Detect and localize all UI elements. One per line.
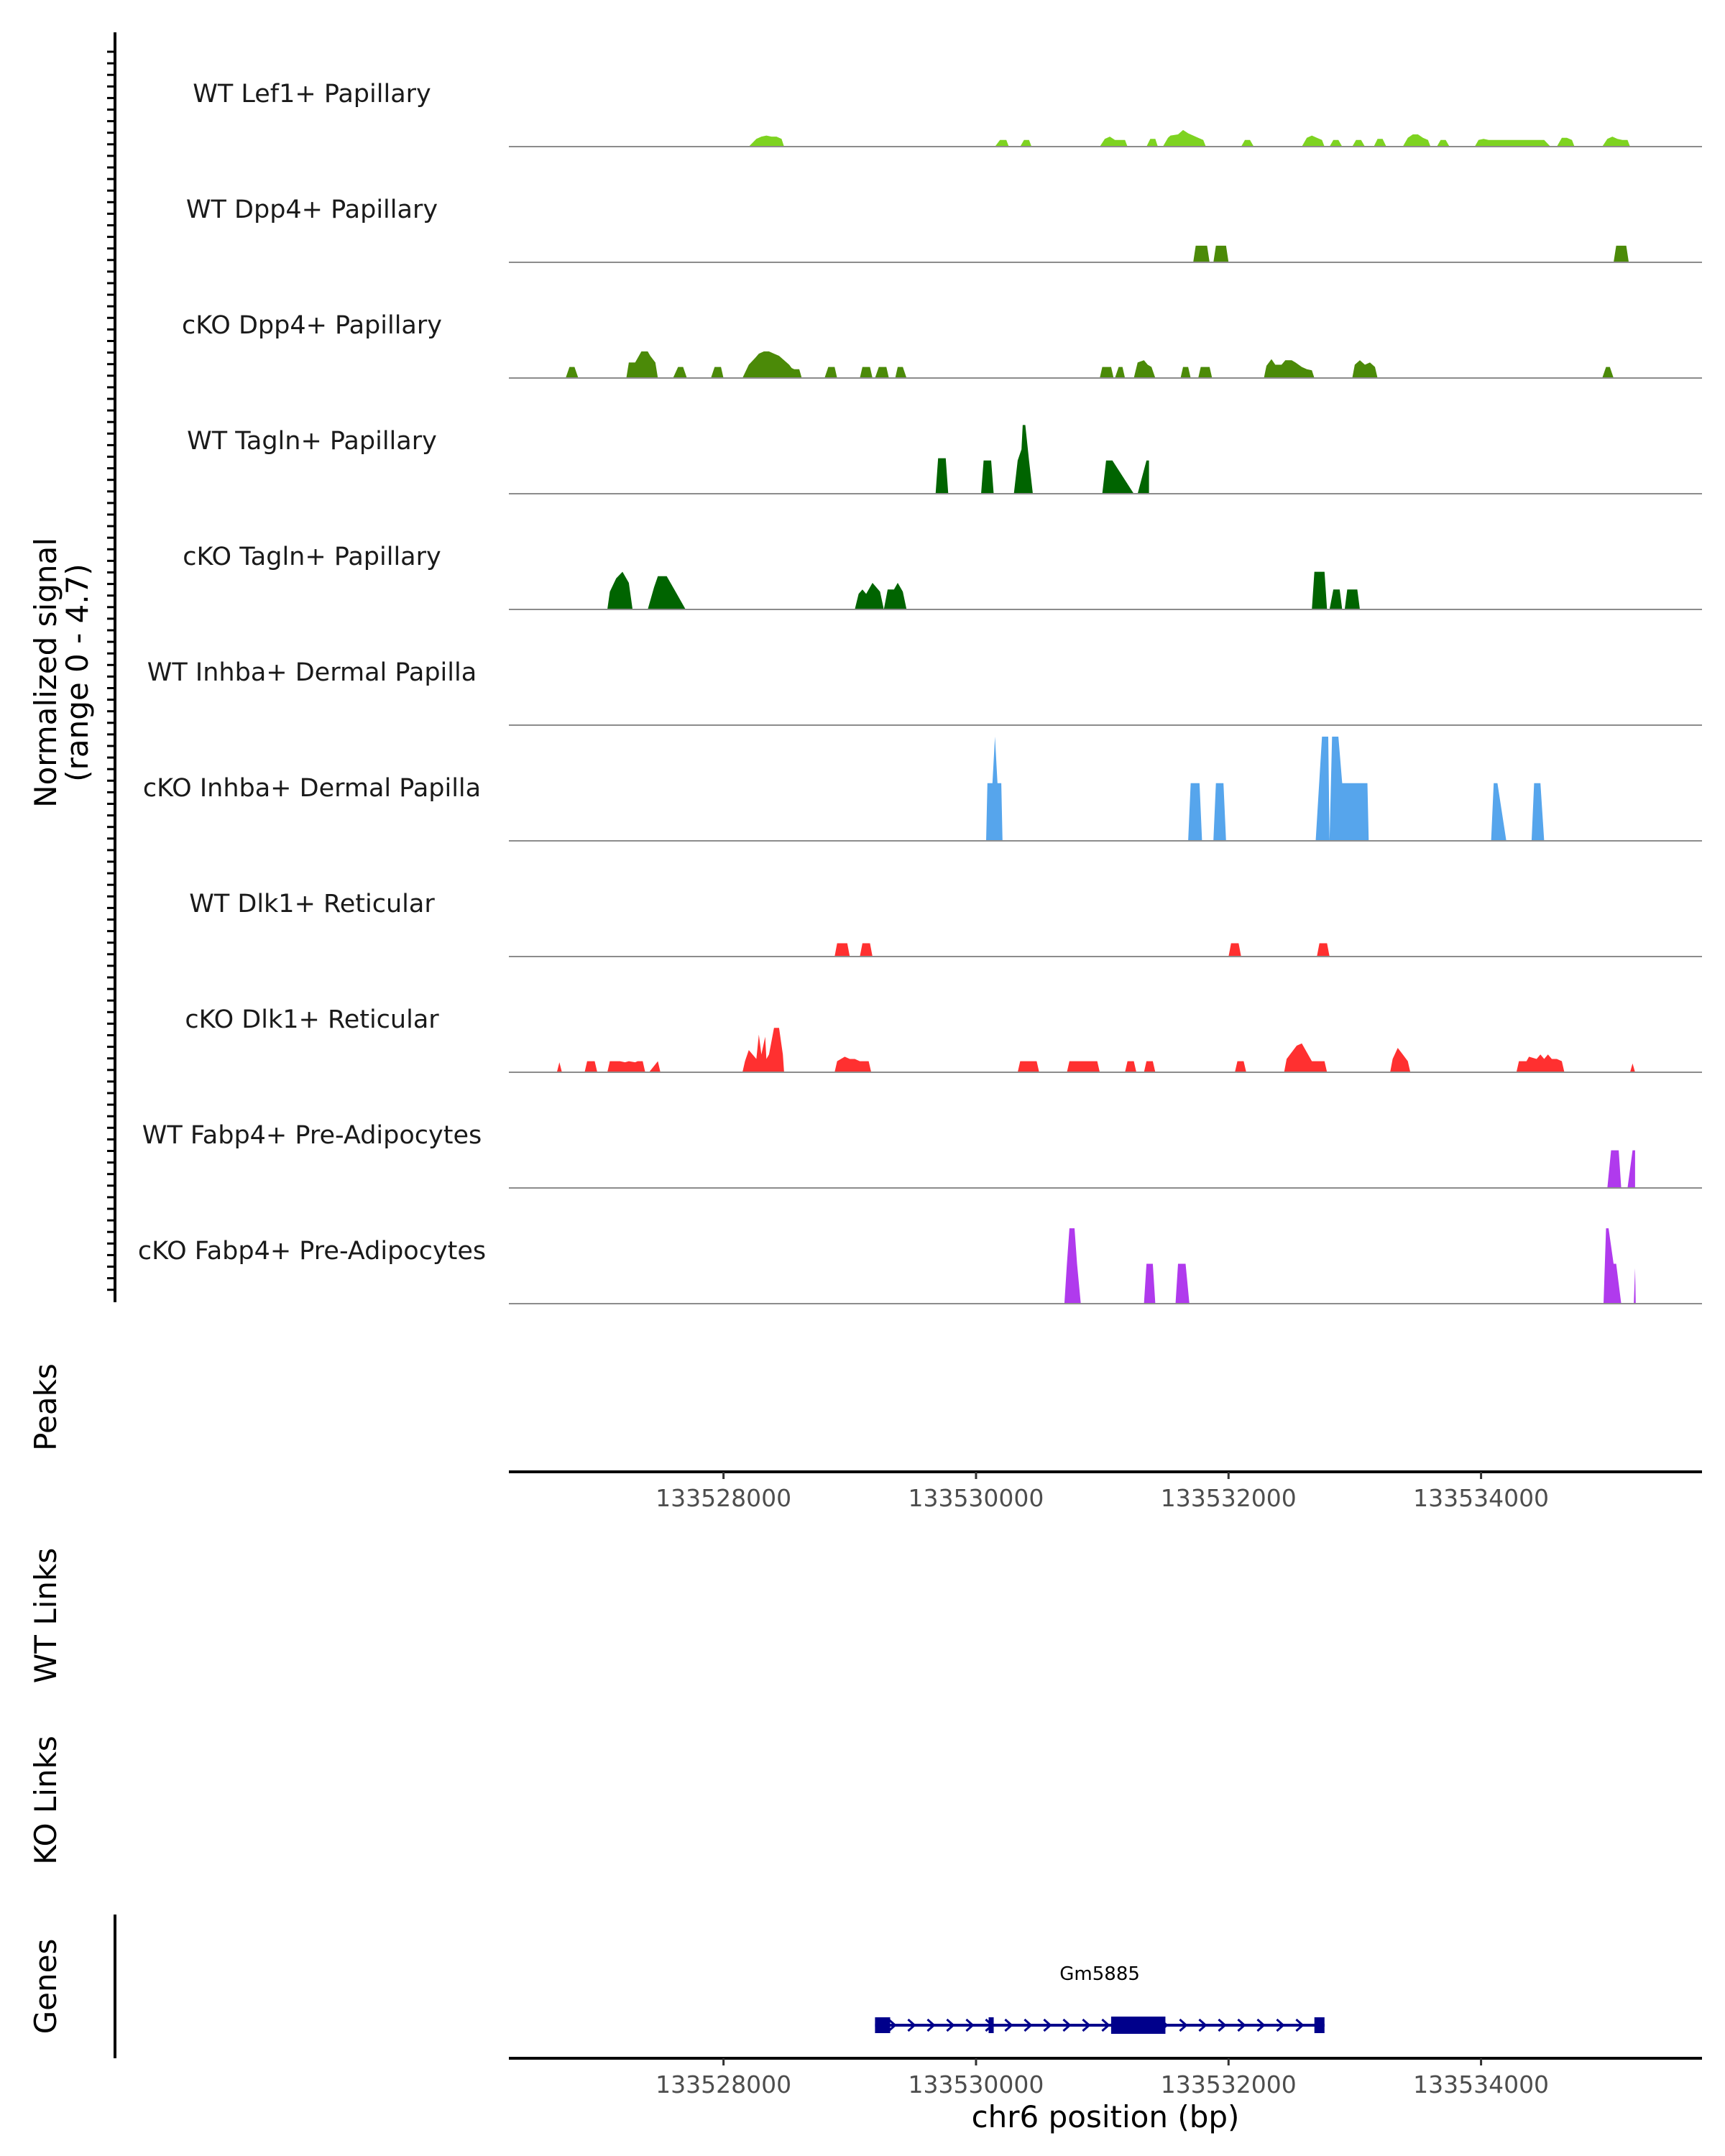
strand-arrow xyxy=(1062,2018,1072,2032)
coverage-area xyxy=(748,129,1630,147)
strand-arrow xyxy=(1043,2018,1052,2032)
track-7: WT Dlk1+ Reticular xyxy=(189,890,1702,957)
track-label: WT Tagln+ Papillary xyxy=(187,427,437,456)
coverage-area xyxy=(1193,245,1629,262)
track-label: WT Inhba+ Dermal Papilla xyxy=(147,658,477,687)
wt-links-panel-label: WT Links xyxy=(28,1548,63,1683)
strand-arrow xyxy=(888,2018,897,2032)
strand-arrow xyxy=(907,2018,916,2032)
genes-x-axis-tick-label: 133532000 xyxy=(1161,2070,1297,2099)
strand-arrow xyxy=(946,2018,955,2032)
track-5: WT Inhba+ Dermal Papilla xyxy=(147,658,1702,726)
track-label: cKO Tagln+ Papillary xyxy=(183,543,441,571)
track-label: cKO Inhba+ Dermal Papilla xyxy=(143,774,481,803)
track-label: WT Lef1+ Papillary xyxy=(193,80,431,109)
track-9: WT Fabp4+ Pre-Adipocytes xyxy=(142,1121,1702,1189)
genes-x-axis-tick-label: 133530000 xyxy=(908,2070,1044,2099)
coverage-y-range-label: (range 0 - 4.7) xyxy=(60,563,95,782)
gene-exon xyxy=(1110,2017,1166,2034)
track-8: cKO Dlk1+ Reticular xyxy=(185,1005,1702,1073)
genes-x-axis-tick-label: 133528000 xyxy=(656,2070,791,2099)
strand-arrow xyxy=(1004,2018,1013,2032)
strand-arrow xyxy=(1237,2018,1246,2032)
ko-links-panel-label: KO Links xyxy=(28,1736,63,1865)
track-label: WT Fabp4+ Pre-Adipocytes xyxy=(142,1121,482,1150)
strand-arrow xyxy=(1276,2018,1285,2032)
track-10: cKO Fabp4+ Pre-Adipocytes xyxy=(138,1228,1702,1304)
track-3: WT Tagln+ Papillary xyxy=(187,425,1702,494)
peaks-x-axis-tick-label: 133534000 xyxy=(1413,1484,1549,1512)
coverage-area xyxy=(935,425,1149,494)
gene-label: Gm5885 xyxy=(1059,1963,1140,1985)
coverage-area xyxy=(834,943,1330,957)
track-0: WT Lef1+ Papillary xyxy=(193,80,1702,147)
coverage-area xyxy=(566,351,1614,378)
track-2: cKO Dpp4+ Papillary xyxy=(182,311,1702,379)
track-label: WT Dpp4+ Papillary xyxy=(186,195,438,224)
strand-arrow xyxy=(1179,2018,1188,2032)
gene-exon xyxy=(875,2017,891,2033)
strand-arrow xyxy=(1024,2018,1033,2032)
genes-x-axis-tick-label: 133534000 xyxy=(1413,2070,1549,2099)
genes-panel-label: Genes xyxy=(28,1939,63,2035)
coverage-y-label: Normalized signal xyxy=(28,538,63,808)
coverage-y-axis-ticks xyxy=(107,50,115,1291)
track-4: cKO Tagln+ Papillary xyxy=(183,543,1702,610)
coverage-area xyxy=(607,571,1360,609)
coverage-area xyxy=(1607,1150,1635,1188)
peaks-x-axis-tick-label: 133528000 xyxy=(656,1484,791,1512)
peaks-x-axis-tick-label: 133532000 xyxy=(1161,1484,1297,1512)
peaks-panel-label: Peaks xyxy=(28,1363,63,1451)
peaks-x-axis: 133528000 133530000 133532000 133534000 xyxy=(656,1472,1549,1512)
strand-arrow xyxy=(1082,2018,1091,2032)
peaks-x-axis-tick-label: 133530000 xyxy=(908,1484,1044,1512)
strand-arrow xyxy=(1101,2018,1110,2032)
coverage-tracks: WT Lef1+ Papillary WT Dpp4+ Papillary cKO … xyxy=(138,80,1702,1304)
track-6: cKO Inhba+ Dermal Papilla xyxy=(143,737,1702,842)
strand-arrow xyxy=(1198,2018,1208,2032)
coverage-area xyxy=(986,737,1545,841)
coverage-area xyxy=(556,1028,1635,1072)
strand-arrow xyxy=(1295,2018,1305,2032)
strand-arrow xyxy=(965,2018,975,2032)
coverage-y-axis xyxy=(107,32,116,1302)
track-1: WT Dpp4+ Papillary xyxy=(186,195,1702,263)
genes-x-axis: 133528000 133530000 133532000 133534000 xyxy=(656,2058,1549,2099)
gene-exon xyxy=(988,2017,994,2033)
strand-arrow xyxy=(1218,2018,1227,2032)
track-label: WT Dlk1+ Reticular xyxy=(189,890,435,918)
track-label: cKO Dpp4+ Papillary xyxy=(182,311,442,340)
coverage-area xyxy=(1064,1228,1636,1304)
x-axis-label: chr6 position (bp) xyxy=(972,2099,1240,2134)
track-label: cKO Fabp4+ Pre-Adipocytes xyxy=(138,1237,486,1266)
strand-arrow xyxy=(1256,2018,1266,2032)
gene-exon xyxy=(1314,2017,1325,2033)
gene-annotation: Gm5885 xyxy=(875,1963,1325,2034)
track-label: cKO Dlk1+ Reticular xyxy=(185,1005,439,1034)
strand-arrow xyxy=(926,2018,936,2032)
